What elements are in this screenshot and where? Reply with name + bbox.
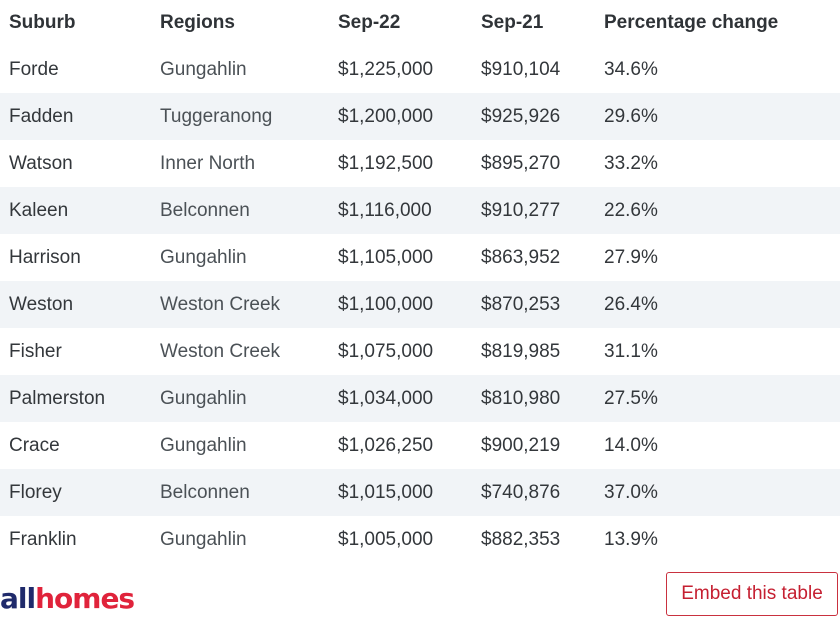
- cell-region: Gungahlin: [160, 434, 247, 456]
- cell-suburb: Kaleen: [0, 187, 151, 234]
- logo-text-all: all: [0, 581, 36, 615]
- cell-sep-22: $1,116,000: [329, 187, 472, 234]
- cell-region: Inner North: [160, 152, 256, 174]
- cell-suburb: Watson: [9, 152, 73, 174]
- cell-sep-21: $925,926: [472, 93, 595, 140]
- column-header-region: Regions: [160, 12, 235, 33]
- cell-sep-21: $810,980: [472, 375, 595, 422]
- table-row: Fisher Weston Creek $1,075,000 $819,985 31.1…: [0, 328, 840, 375]
- cell-percentage-change: 31.1%: [604, 340, 658, 362]
- cell-percentage-change: 34.6%: [604, 58, 658, 80]
- cell-region: Weston Creek: [151, 281, 329, 328]
- cell-sep-22: $1,105,000: [338, 246, 434, 268]
- cell-sep-22: $1,225,000: [338, 58, 434, 80]
- table-row: Fadden Tuggeranong $1,200,000 $925,926 29.6%: [0, 93, 840, 140]
- cell-suburb: Palmerston: [0, 375, 151, 422]
- cell-percentage-change: 27.9%: [604, 246, 658, 268]
- table-row: Weston Weston Creek $1,100,000 $870,253 26.4…: [0, 281, 840, 328]
- table-row: Palmerston Gungahlin $1,034,000 $810,980 27.…: [0, 375, 840, 422]
- cell-sep-22: $1,026,250: [338, 434, 434, 456]
- cell-region: Gungahlin: [160, 528, 247, 550]
- table-row: Forde Gungahlin $1,225,000 $910,104 34.6%: [0, 46, 840, 93]
- cell-suburb: Crace: [9, 434, 60, 456]
- cell-sep-21: $910,277: [472, 187, 595, 234]
- table-row: Crace Gungahlin $1,026,250 $900,219 14.0%: [0, 422, 840, 469]
- cell-sep-21: $895,270: [481, 152, 561, 174]
- cell-suburb: Weston: [0, 281, 151, 328]
- column-header-sep-22: Sep-22: [338, 12, 401, 33]
- cell-suburb: Fisher: [9, 340, 62, 362]
- cell-suburb: Harrison: [9, 246, 81, 268]
- cell-sep-21: $882,353: [481, 528, 561, 550]
- cell-suburb: Florey: [0, 469, 151, 516]
- cell-sep-21: $740,876: [472, 469, 595, 516]
- cell-region: Gungahlin: [160, 246, 247, 268]
- cell-percentage-change: 13.9%: [604, 528, 658, 550]
- cell-suburb: Fadden: [0, 93, 151, 140]
- column-header-suburb: Suburb: [9, 12, 76, 33]
- cell-sep-22: $1,015,000: [329, 469, 472, 516]
- table-row: Kaleen Belconnen $1,116,000 $910,277 22.6%: [0, 187, 840, 234]
- column-header-percentage-change: Percentage change: [604, 12, 779, 33]
- cell-percentage-change: 26.4%: [595, 281, 840, 328]
- table-row: Watson Inner North $1,192,500 $895,270 33.2%: [0, 140, 840, 187]
- cell-sep-22: $1,192,500: [338, 152, 434, 174]
- cell-sep-22: $1,075,000: [338, 340, 434, 362]
- cell-sep-22: $1,005,000: [338, 528, 434, 550]
- cell-sep-21: $863,952: [481, 246, 561, 268]
- cell-region: Weston Creek: [160, 340, 281, 362]
- cell-percentage-change: 22.6%: [595, 187, 840, 234]
- cell-suburb: Forde: [9, 58, 59, 80]
- cell-sep-22: $1,034,000: [329, 375, 472, 422]
- data-table: Suburb Regions Sep-22 Sep-21 Percentage chan…: [0, 0, 840, 563]
- cell-suburb: Franklin: [9, 528, 77, 550]
- header-row: Suburb Regions Sep-22 Sep-21 Percentage chan…: [0, 0, 840, 46]
- table-row: Franklin Gungahlin $1,005,000 $882,353 13.9%: [0, 516, 840, 563]
- table-row: Florey Belconnen $1,015,000 $740,876 37.0%: [0, 469, 840, 516]
- cell-percentage-change: 27.5%: [595, 375, 840, 422]
- cell-sep-21: $819,985: [481, 340, 561, 362]
- cell-sep-22: $1,100,000: [329, 281, 472, 328]
- cell-sep-21: $900,219: [481, 434, 561, 456]
- column-header-sep-21: Sep-21: [481, 12, 544, 33]
- cell-region: Tuggeranong: [151, 93, 329, 140]
- cell-percentage-change: 14.0%: [604, 434, 658, 456]
- table-body: Forde Gungahlin $1,225,000 $910,104 34.6% Fad…: [0, 46, 840, 563]
- cell-region: Gungahlin: [151, 375, 329, 422]
- cell-percentage-change: 33.2%: [604, 152, 658, 174]
- cell-region: Gungahlin: [160, 58, 247, 80]
- cell-sep-22: $1,200,000: [329, 93, 472, 140]
- cell-percentage-change: 29.6%: [595, 93, 840, 140]
- cell-sep-21: $870,253: [472, 281, 595, 328]
- data-table-container: Suburb Regions Sep-22 Sep-21 Percentage chan…: [0, 0, 840, 563]
- cell-region: Belconnen: [151, 187, 329, 234]
- cell-sep-21: $910,104: [481, 58, 561, 80]
- table-header: Suburb Regions Sep-22 Sep-21 Percentage chan…: [0, 0, 840, 46]
- logo-text-homes: homes: [35, 581, 135, 615]
- cell-region: Belconnen: [151, 469, 329, 516]
- cell-percentage-change: 37.0%: [595, 469, 840, 516]
- table-row: Harrison Gungahlin $1,105,000 $863,952 27.9%: [0, 234, 840, 281]
- embed-table-button[interactable]: Embed this table: [666, 572, 838, 616]
- allhomes-logo: all homes: [0, 578, 135, 618]
